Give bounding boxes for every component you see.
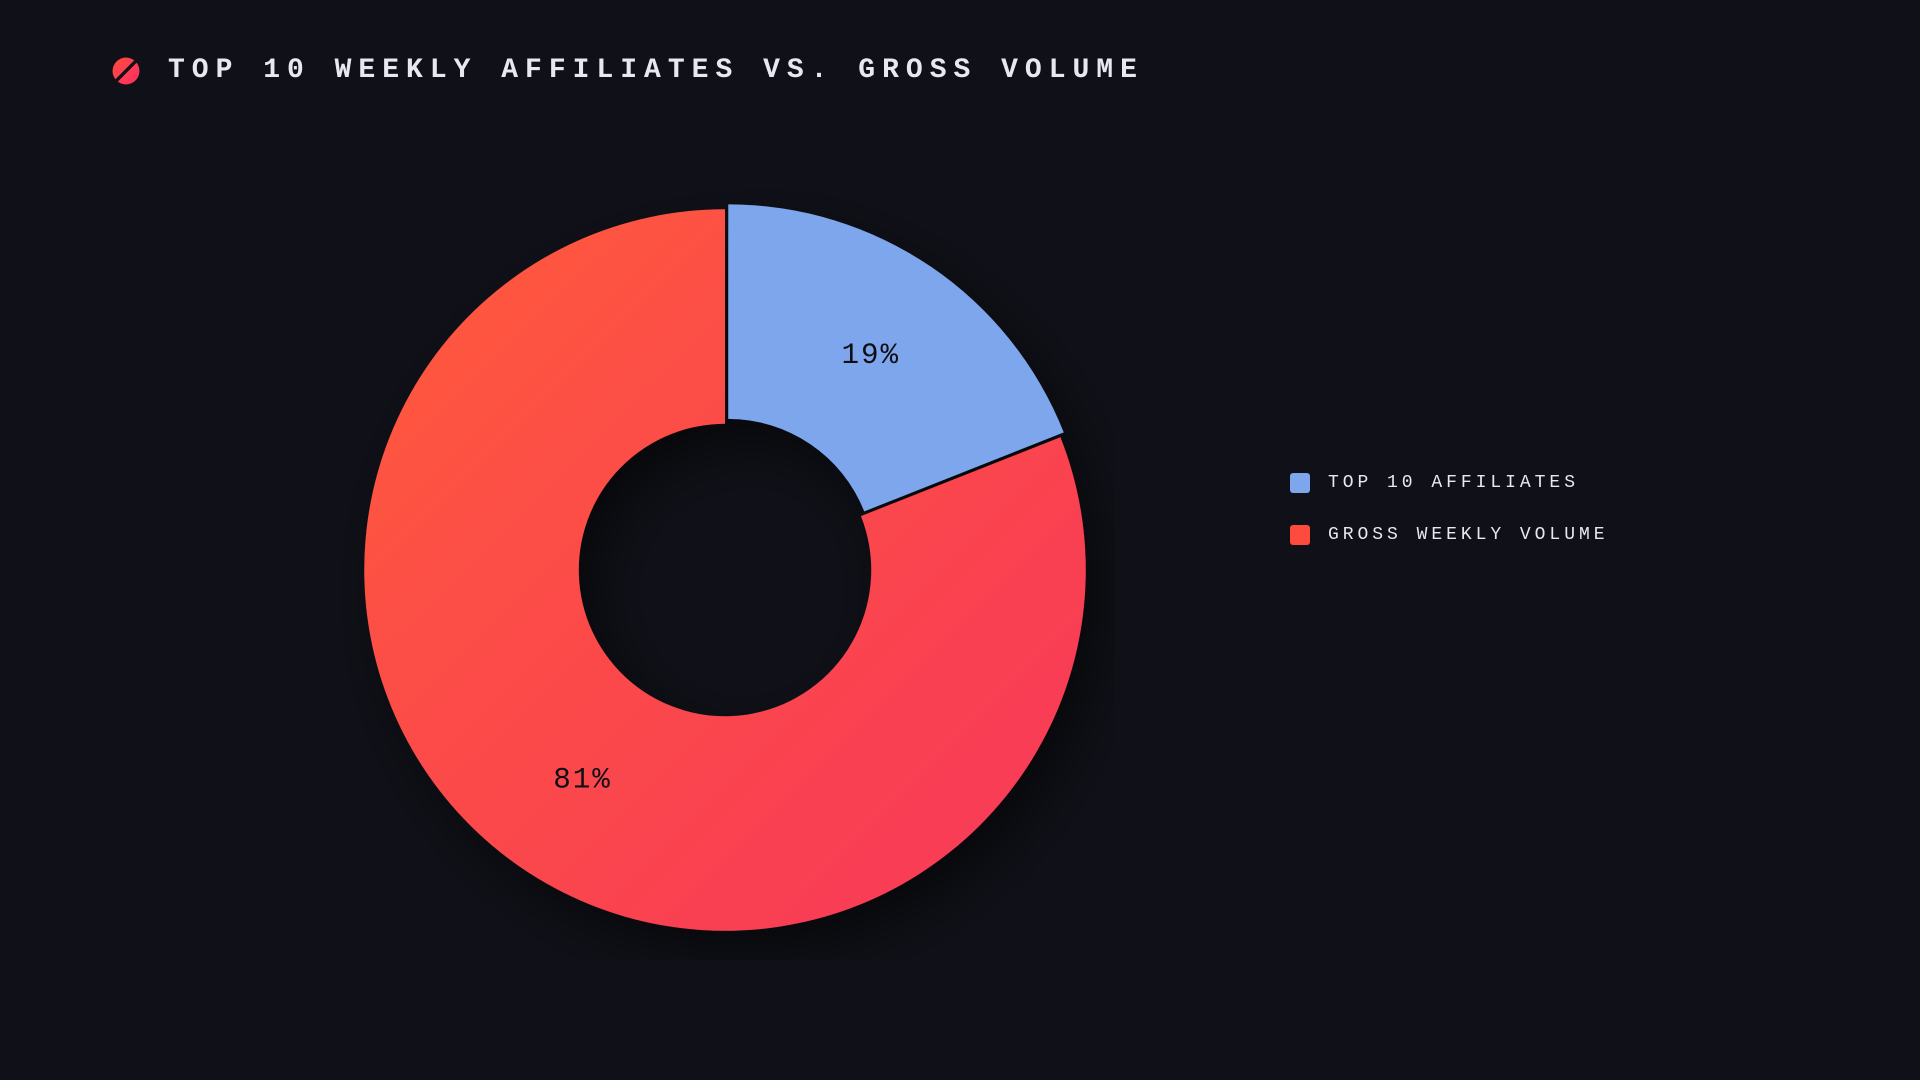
chart-title: TOP 10 WEEKLY AFFILIATES VS. GROSS VOLUM… (168, 55, 1144, 86)
legend-label: GROSS WEEKLY VOLUME (1328, 525, 1608, 545)
donut-slices (364, 204, 1086, 930)
slice-pct-label-top10: 19% (842, 339, 901, 372)
chart-legend: TOP 10 AFFILIATES GROSS WEEKLY VOLUME (1290, 473, 1608, 545)
legend-item-top10: TOP 10 AFFILIATES (1290, 473, 1608, 493)
legend-label: TOP 10 AFFILIATES (1328, 473, 1579, 493)
donut-chart: 19% 81% (335, 180, 1115, 960)
legend-swatch (1290, 525, 1310, 545)
slice-pct-label-gross: 81% (553, 763, 612, 796)
chart-header: TOP 10 WEEKLY AFFILIATES VS. GROSS VOLUM… (112, 55, 1144, 86)
donut-svg: 19% 81% (335, 180, 1115, 960)
legend-swatch (1290, 473, 1310, 493)
page-root: TOP 10 WEEKLY AFFILIATES VS. GROSS VOLUM… (0, 0, 1920, 1080)
token-svg (112, 57, 140, 85)
token-icon (112, 57, 140, 85)
legend-item-gross: GROSS WEEKLY VOLUME (1290, 525, 1608, 545)
